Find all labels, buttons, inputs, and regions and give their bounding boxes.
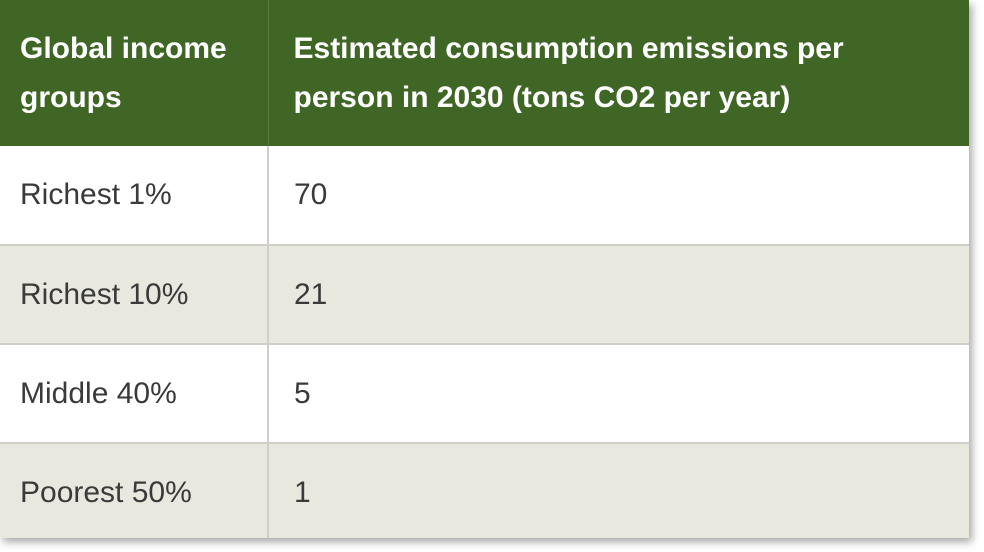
emissions-value-cell: 70 xyxy=(268,146,969,246)
income-group-cell: Poorest 50% xyxy=(0,443,269,538)
emissions-table-card: Global income groups Estimated consumpti… xyxy=(0,0,969,538)
table-row: Poorest 50% 1 xyxy=(0,443,969,538)
table-row: Middle 40% 5 xyxy=(0,344,969,444)
emissions-value-cell: 5 xyxy=(268,344,969,444)
table-body: Richest 1% 70 Richest 10% 21 Middle 40% … xyxy=(0,146,969,538)
income-group-cell: Richest 10% xyxy=(0,245,269,345)
emissions-value-cell: 1 xyxy=(268,443,969,538)
table-row: Richest 1% 70 xyxy=(0,146,969,246)
income-group-cell: Richest 1% xyxy=(0,146,269,246)
emissions-table: Global income groups Estimated consumpti… xyxy=(0,0,969,538)
header-row: Global income groups Estimated consumpti… xyxy=(0,0,969,146)
table-row: Richest 10% 21 xyxy=(0,245,969,345)
table-header: Global income groups Estimated consumpti… xyxy=(0,0,969,146)
column-header-emissions: Estimated consumption emissions per pers… xyxy=(268,0,969,146)
column-header-income-groups: Global income groups xyxy=(0,0,269,146)
income-group-cell: Middle 40% xyxy=(0,344,269,444)
emissions-value-cell: 21 xyxy=(268,245,969,345)
